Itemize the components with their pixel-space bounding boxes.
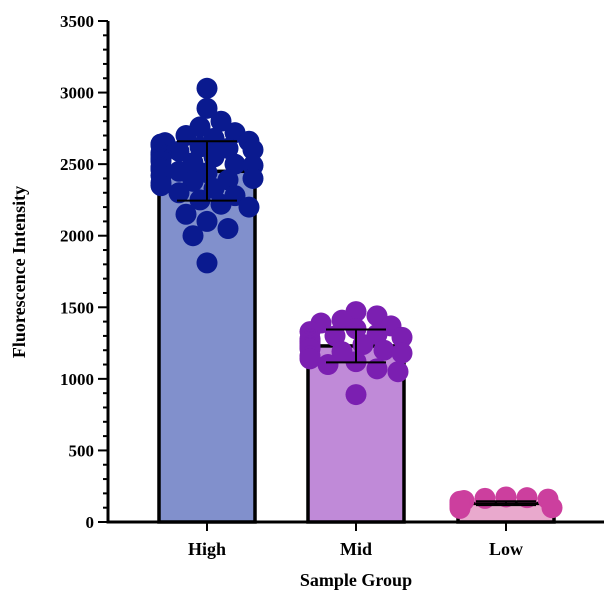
y-tick-label: 1000 xyxy=(60,370,94,389)
data-point-high xyxy=(175,203,197,225)
x-tick-label-mid: Mid xyxy=(340,539,372,559)
data-point-low xyxy=(541,497,563,519)
data-point-high xyxy=(203,177,225,199)
data-point-high xyxy=(196,77,218,99)
x-tick-label-low: Low xyxy=(489,539,523,559)
data-point-mid xyxy=(366,358,388,380)
data-point-mid xyxy=(317,354,339,376)
data-point-high xyxy=(210,193,232,215)
data-point-high xyxy=(182,170,204,192)
points-layer xyxy=(150,77,563,519)
y-tick-label: 1500 xyxy=(60,298,94,317)
data-point-high xyxy=(150,175,172,197)
data-point-mid xyxy=(373,339,395,361)
axes-layer: 0 500 1000 1500 2000 2500 3000 3500 High Mid Low xyxy=(60,12,604,559)
data-point-high xyxy=(168,182,190,204)
data-point-high xyxy=(238,196,260,218)
error-bar-high xyxy=(177,140,237,202)
data-point-mid xyxy=(391,342,413,364)
data-point-mid xyxy=(345,384,367,406)
data-point-mid xyxy=(352,334,374,356)
y-tick-label: 3000 xyxy=(60,84,94,103)
y-tick-label: 2000 xyxy=(60,227,94,246)
error-bar-mid xyxy=(326,328,386,364)
data-point-mid xyxy=(387,361,409,383)
data-point-mid xyxy=(324,325,346,347)
error-bar-low xyxy=(476,500,536,507)
y-tick-label: 2500 xyxy=(60,155,94,174)
y-axis-title: Fluorescence Intensity xyxy=(9,186,29,358)
data-point-high xyxy=(210,110,232,132)
bar-mid xyxy=(306,344,406,524)
data-point-high xyxy=(203,146,225,168)
data-point-high xyxy=(196,252,218,274)
data-point-high xyxy=(242,167,264,189)
data-point-high xyxy=(217,218,239,240)
y-tick-label: 0 xyxy=(86,513,95,532)
data-point-mid xyxy=(299,348,321,370)
data-point-high xyxy=(224,153,246,175)
y-tick-label: 500 xyxy=(69,441,95,460)
data-point-high xyxy=(242,139,264,161)
data-point-mid xyxy=(391,326,413,348)
data-point-high xyxy=(182,225,204,247)
x-axis-title: Sample Group xyxy=(300,570,412,590)
error-bars-layer xyxy=(177,140,536,507)
data-point-high xyxy=(168,140,190,162)
data-point-high xyxy=(196,210,218,232)
data-point-low xyxy=(449,497,471,519)
x-tick-label-high: High xyxy=(188,539,226,559)
data-point-high xyxy=(196,97,218,119)
y-tick-label: 3500 xyxy=(60,12,94,31)
